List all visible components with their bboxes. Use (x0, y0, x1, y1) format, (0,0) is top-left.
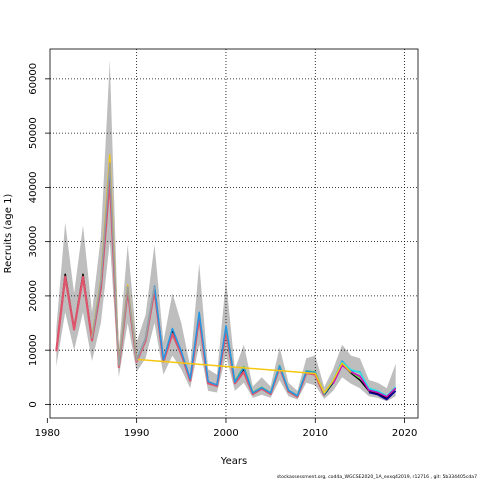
footer-note: stockassessment.org, cod4a_WGCSE2020_1A_… (277, 474, 477, 480)
series-layer (55, 154, 397, 401)
x-axis-title: Years (220, 456, 247, 467)
y-tick-label: 10000 (28, 334, 39, 366)
plot-frame (49, 48, 419, 419)
y-tick-label: 50000 (28, 117, 39, 149)
y-tick-label: 30000 (28, 226, 39, 258)
x-tick-label: 1990 (124, 428, 149, 439)
y-tick-label: 0 (28, 401, 39, 407)
grid-layer (50, 49, 418, 418)
x-tick-label: 2020 (392, 428, 417, 439)
y-tick-label: 60000 (28, 63, 39, 95)
x-tick-label: 2010 (303, 428, 328, 439)
x-tick-label: 2000 (213, 428, 238, 439)
series-line-8 (91, 162, 156, 367)
y-axis-title: Recruits (age 1) (3, 194, 14, 274)
x-tick-label: 1980 (35, 428, 60, 439)
y-tick-label: 20000 (28, 280, 39, 312)
x-axis: 1980 1990 2000 2010 2020 (35, 418, 417, 439)
y-axis: 0 10000 20000 30000 40000 50000 60000 (28, 63, 50, 408)
series-line-6 (332, 364, 397, 398)
series-line-9 (368, 390, 397, 401)
y-tick-label: 40000 (28, 171, 39, 203)
